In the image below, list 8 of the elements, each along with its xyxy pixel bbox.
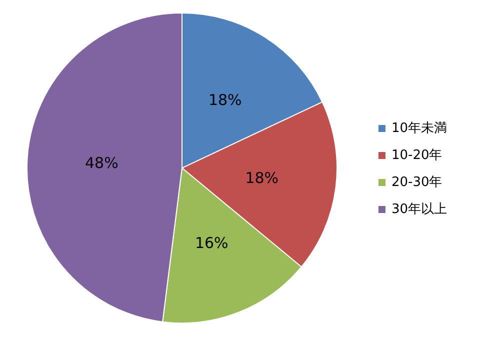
legend-label: 30年以上 xyxy=(391,202,448,217)
legend-label: 20-30年 xyxy=(391,175,442,190)
data-label: 48% xyxy=(84,154,118,172)
data-label: 18% xyxy=(208,91,242,110)
legend-label: 10年未満 xyxy=(391,121,448,136)
data-label: 16% xyxy=(194,234,228,252)
legend-label: 10-20年 xyxy=(391,148,442,163)
data-label: 18% xyxy=(245,169,279,188)
